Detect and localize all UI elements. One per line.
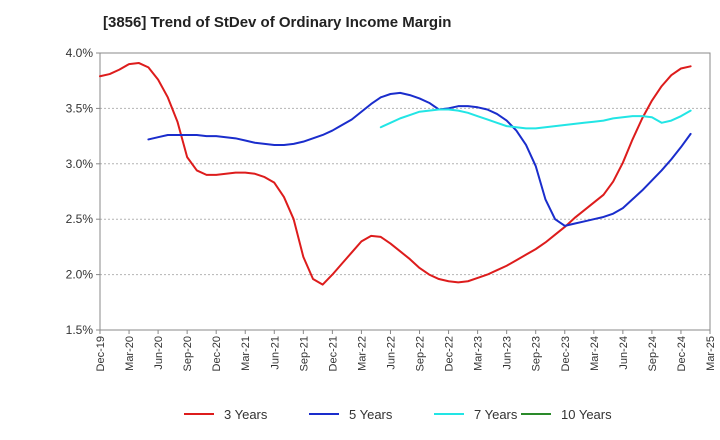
legend-label: 7 Years: [474, 407, 518, 422]
x-tick-label: Dec-21: [327, 336, 339, 371]
x-tick-label: Sep-24: [647, 336, 659, 371]
x-tick-label: Mar-20: [124, 336, 136, 371]
series-line-7-years: [379, 108, 692, 130]
x-tick-label: Jun-24: [618, 336, 630, 370]
x-tick-label: Dec-20: [211, 336, 223, 371]
x-tick-label: Jun-23: [502, 336, 514, 370]
y-tick-label: 2.0%: [66, 268, 94, 282]
x-tick-label: Sep-23: [531, 336, 543, 371]
x-tick-label: Dec-24: [676, 336, 688, 371]
plot-frame: [99, 52, 711, 331]
x-tick-label: Mar-21: [240, 336, 252, 371]
x-tick-label: Mar-24: [589, 336, 601, 371]
y-tick-label: 2.5%: [66, 212, 94, 226]
x-tick-label: Sep-22: [415, 336, 427, 371]
legend-label: 3 Years: [224, 407, 268, 422]
x-tick-label: Mar-23: [473, 336, 485, 371]
x-tick-label: Mar-22: [356, 336, 368, 371]
legend-label: 5 Years: [349, 407, 393, 422]
x-tick-label: Jun-22: [385, 336, 397, 370]
chart-title: [3856] Trend of StDev of Ordinary Income…: [103, 14, 452, 31]
x-tick-label: Jun-20: [153, 336, 165, 370]
x-tick-label: Sep-21: [298, 336, 310, 371]
x-tick-label: Mar-25: [705, 336, 717, 371]
x-tick-label: Jun-21: [269, 336, 281, 370]
y-tick-label: 3.5%: [66, 101, 94, 115]
series-line-5-years: [147, 91, 692, 227]
y-tick-label: 4.0%: [66, 46, 94, 60]
y-tick-label: 1.5%: [66, 323, 94, 337]
x-tick-label: Sep-20: [182, 336, 194, 371]
x-tick-label: Dec-22: [444, 336, 456, 371]
series-line-3-years: [99, 61, 692, 286]
x-tick-label: Dec-23: [560, 336, 572, 371]
plot-area: [100, 53, 710, 330]
x-tick-label: Dec-19: [95, 336, 107, 371]
legend-label: 10 Years: [561, 407, 612, 422]
y-tick-label: 3.0%: [66, 157, 94, 171]
